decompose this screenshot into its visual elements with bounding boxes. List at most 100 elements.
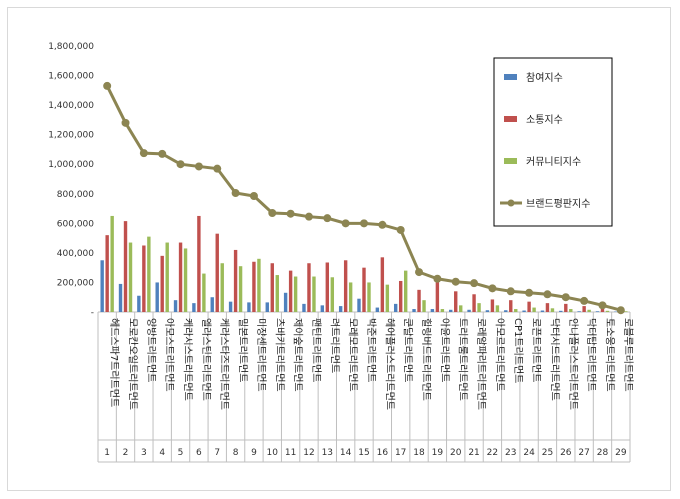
category-index: 7 [214,448,220,458]
bar-3 [238,266,243,312]
bar-2 [545,303,550,312]
bar-1 [504,310,508,312]
category-label: 밀본트리트먼트 [237,318,249,382]
category-label: 모로칸오일트리트먼트 [127,318,139,410]
category-label: 양방트리트먼트 [145,318,157,382]
bar-1 [118,283,123,312]
bar-1 [559,310,563,312]
bar-2 [472,294,476,312]
bar-1 [577,311,581,312]
line-point [488,284,497,293]
line-point [341,219,350,228]
bar-1 [595,311,600,312]
bar-3 [293,276,298,312]
bar-1 [210,297,214,312]
chart-frame [7,7,671,491]
bar-1 [393,303,398,312]
bar-2 [435,282,440,312]
bar-3 [147,236,151,312]
category-index: 1 [104,448,110,458]
category-label: 팬틴트리트먼트 [310,318,322,382]
bar-3 [330,277,335,312]
bar-2 [509,300,513,312]
bar-2 [270,263,274,312]
bar-2 [123,221,128,312]
category-label: 헤드스파7트리트먼트 [108,318,120,407]
line-point [360,219,368,228]
line-point [598,301,607,310]
category-index: 15 [358,448,369,458]
bar-1 [137,295,141,312]
category-index: 8 [233,448,239,458]
category-index: 23 [505,448,516,458]
y-tick-label: 200,000 [57,278,94,288]
category-label: 닥터시드트리트먼트 [548,318,560,401]
category-index: 9 [251,448,257,458]
category-index: 13 [322,448,333,458]
category-index: 20 [450,448,462,458]
category-label: 미쟝센트리트먼트 [255,318,267,392]
category-index: 6 [196,448,202,458]
bar-1 [192,303,196,312]
legend-label: 커뮤니티지수 [526,156,581,168]
category-index: 11 [285,448,296,458]
bar-2 [252,261,256,312]
line-point [470,279,479,288]
y-tick-label: 600,000 [57,219,94,229]
bar-3 [550,308,555,312]
category-index: 4 [159,448,165,458]
line-point [451,277,460,286]
bar-3 [459,305,463,312]
category-label: 힐링버드트리트먼트 [420,318,433,401]
bar-1 [302,303,306,312]
bar-2 [600,307,605,312]
legend-swatch-marker [507,199,515,207]
bar-3 [128,242,133,312]
category-label: 토소웅트리트먼트 [603,318,615,392]
category-index: 22 [487,448,498,458]
bar-1 [320,305,325,312]
bar-2 [417,289,421,312]
bar-2 [142,245,146,312]
bar-1 [155,282,159,312]
category-label: 모레모트리트먼트 [347,318,359,392]
line-point [323,214,332,223]
bar-2 [325,262,330,312]
y-tick-label: - [91,308,94,318]
category-index: 10 [267,448,279,458]
bar-3 [605,310,610,312]
bar-1 [375,307,380,312]
legend-swatch [504,158,517,164]
line-point [194,162,203,171]
legend-label: 참여지수 [526,72,563,84]
bar-1 [173,300,178,312]
category-label: 쿤달트리트먼트 [402,318,414,382]
bar-2 [490,299,495,312]
category-label: 박준트리트먼트 [365,318,377,382]
category-index: 18 [413,448,425,458]
bar-3 [403,270,408,312]
category-label: 려트리트먼트 [328,318,340,373]
legend-box [493,57,613,227]
bar-2 [288,270,293,312]
bar-3 [624,311,628,312]
bar-3 [587,309,591,312]
category-index: 19 [432,448,444,458]
category-index: 21 [468,448,479,458]
line-point [525,288,534,297]
line-point [158,149,167,158]
category-index: 26 [560,448,572,458]
bar-3 [440,309,445,312]
bar-3 [183,248,188,312]
legend-swatch [504,74,517,80]
category-label: 트리트룸트리트먼트 [457,318,469,401]
category-index: 27 [578,448,589,458]
y-tick-label: 1,600,000 [48,72,94,82]
bar-1 [412,309,416,312]
bar-3 [385,284,390,312]
line-point [433,274,442,283]
bar-2 [564,303,568,312]
line-point [415,268,424,277]
category-label: CP1트리트먼트 [512,318,524,383]
